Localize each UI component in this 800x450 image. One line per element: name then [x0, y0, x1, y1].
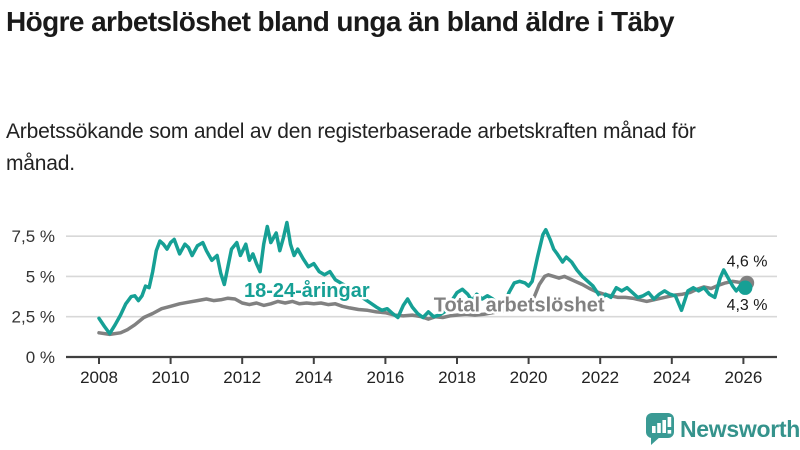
- x-axis-tick-label: 2018: [438, 368, 476, 387]
- x-axis-tick-label: 2024: [653, 368, 691, 387]
- value-label: 4,6 %: [727, 253, 768, 270]
- series-line-youth: [97, 220, 747, 336]
- x-axis-tick-label: 2026: [724, 368, 762, 387]
- x-axis-tick-label: 2010: [152, 368, 190, 387]
- x-axis-tick-label: 2008: [80, 368, 118, 387]
- series-label: 18-24-åringar: [244, 279, 370, 302]
- chart-title: Högre arbetslöshet bland unga än bland ä…: [6, 6, 675, 37]
- y-axis-tick-label: 2,5 %: [12, 308, 55, 327]
- x-axis-tick-label: 2014: [295, 368, 333, 387]
- y-axis-tick-label: 5 %: [26, 267, 55, 286]
- newsworthy-wordmark: Newsworthy: [680, 416, 800, 442]
- series-end-dot-youth: [737, 280, 753, 295]
- x-axis-tick-label: 2012: [223, 368, 261, 387]
- newsworthy-speech-bubble-chart-icon: [646, 413, 674, 445]
- x-axis-tick-label: 2016: [366, 368, 404, 387]
- series-line-total: [97, 273, 749, 337]
- y-axis-tick-label: 0 %: [26, 348, 55, 367]
- chart-subtitle: Arbetssökande som andel av den registerb…: [6, 120, 696, 175]
- value-label: 4,3 %: [727, 297, 768, 314]
- x-axis-tick-label: 2020: [510, 368, 548, 387]
- series-label: Total arbetslöshet: [434, 294, 605, 316]
- y-axis-tick-label: 7,5 %: [12, 227, 55, 246]
- x-axis-tick-label: 2022: [581, 368, 619, 387]
